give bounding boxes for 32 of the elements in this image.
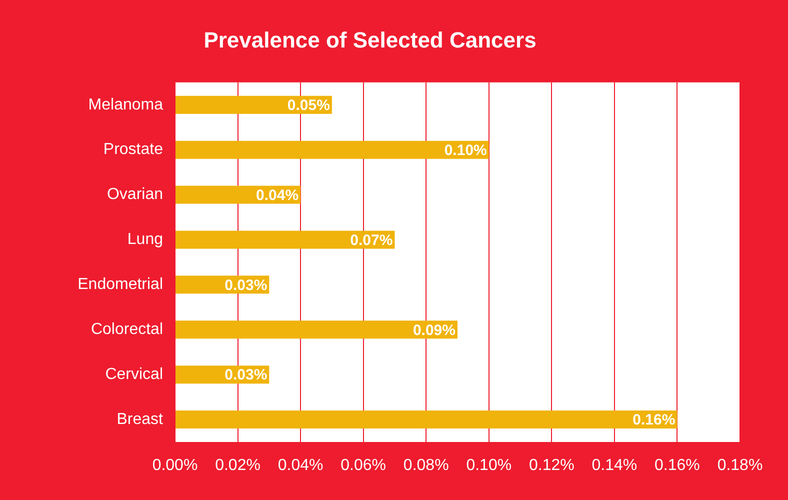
x-tick-label: 0.12% (528, 457, 574, 474)
x-tick-label: 0.04% (278, 457, 324, 474)
x-tick-label: 0.10% (466, 457, 512, 474)
bar (176, 320, 458, 339)
y-tick-label: Prostate (103, 141, 164, 158)
y-tick-label: Colorectal (90, 321, 163, 338)
data-label: 0.09% (412, 322, 456, 339)
data-label: 0.04% (256, 186, 299, 204)
x-tick-label: 0.16% (654, 457, 700, 474)
data-label: 0.16% (632, 412, 676, 429)
y-tick-label: Breast (116, 410, 164, 428)
bar (176, 140, 489, 159)
bar (176, 230, 395, 249)
data-label: 0.03% (224, 366, 268, 384)
y-tick-label: Ovarian (106, 186, 163, 204)
x-tick-label: 0.06% (340, 457, 386, 474)
y-tick-label: Melanoma (88, 96, 164, 114)
y-tick-label: Cervical (105, 366, 163, 383)
y-tick-label: Lung (127, 231, 163, 248)
bar (176, 96, 332, 114)
x-tick-label: 0.00% (152, 457, 198, 474)
y-tick-label: Endometrial (78, 276, 163, 294)
data-label: 0.07% (350, 232, 393, 249)
bar (176, 410, 678, 429)
data-label: 0.03% (224, 276, 268, 294)
x-tick-label: 0.02% (215, 457, 260, 474)
x-tick-label: 0.18% (717, 457, 763, 474)
chart-title: Prevalence of Selected Cancers (204, 27, 536, 52)
data-label: 0.05% (287, 97, 330, 114)
x-tick-label: 0.14% (592, 457, 638, 474)
x-tick-label: 0.08% (403, 457, 449, 474)
data-label: 0.10% (444, 142, 487, 159)
